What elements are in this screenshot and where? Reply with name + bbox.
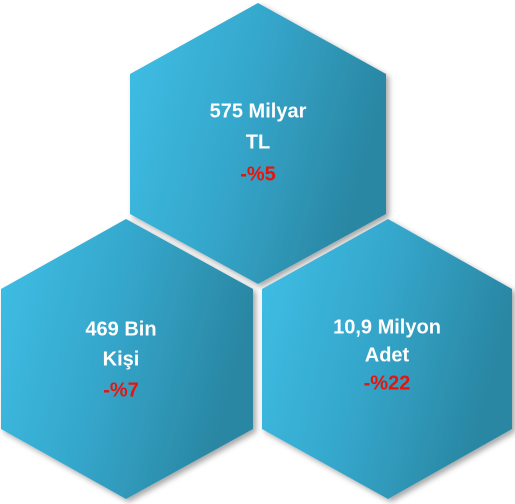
node-label: 575 Milyar bbox=[210, 100, 307, 122]
node-label: TL bbox=[246, 131, 270, 153]
node-label: 10,9 Milyon bbox=[333, 316, 441, 338]
node-change: -%22 bbox=[364, 372, 411, 394]
hexagon bbox=[130, 3, 386, 284]
hexagon bbox=[1, 219, 253, 499]
hexagon bbox=[262, 219, 512, 499]
node-change: -%7 bbox=[103, 379, 139, 401]
node-label: Adet bbox=[365, 344, 410, 366]
node-label: 469 Bin bbox=[85, 318, 156, 340]
node-change: -%5 bbox=[240, 163, 276, 185]
node-label: Kişi bbox=[103, 348, 140, 370]
